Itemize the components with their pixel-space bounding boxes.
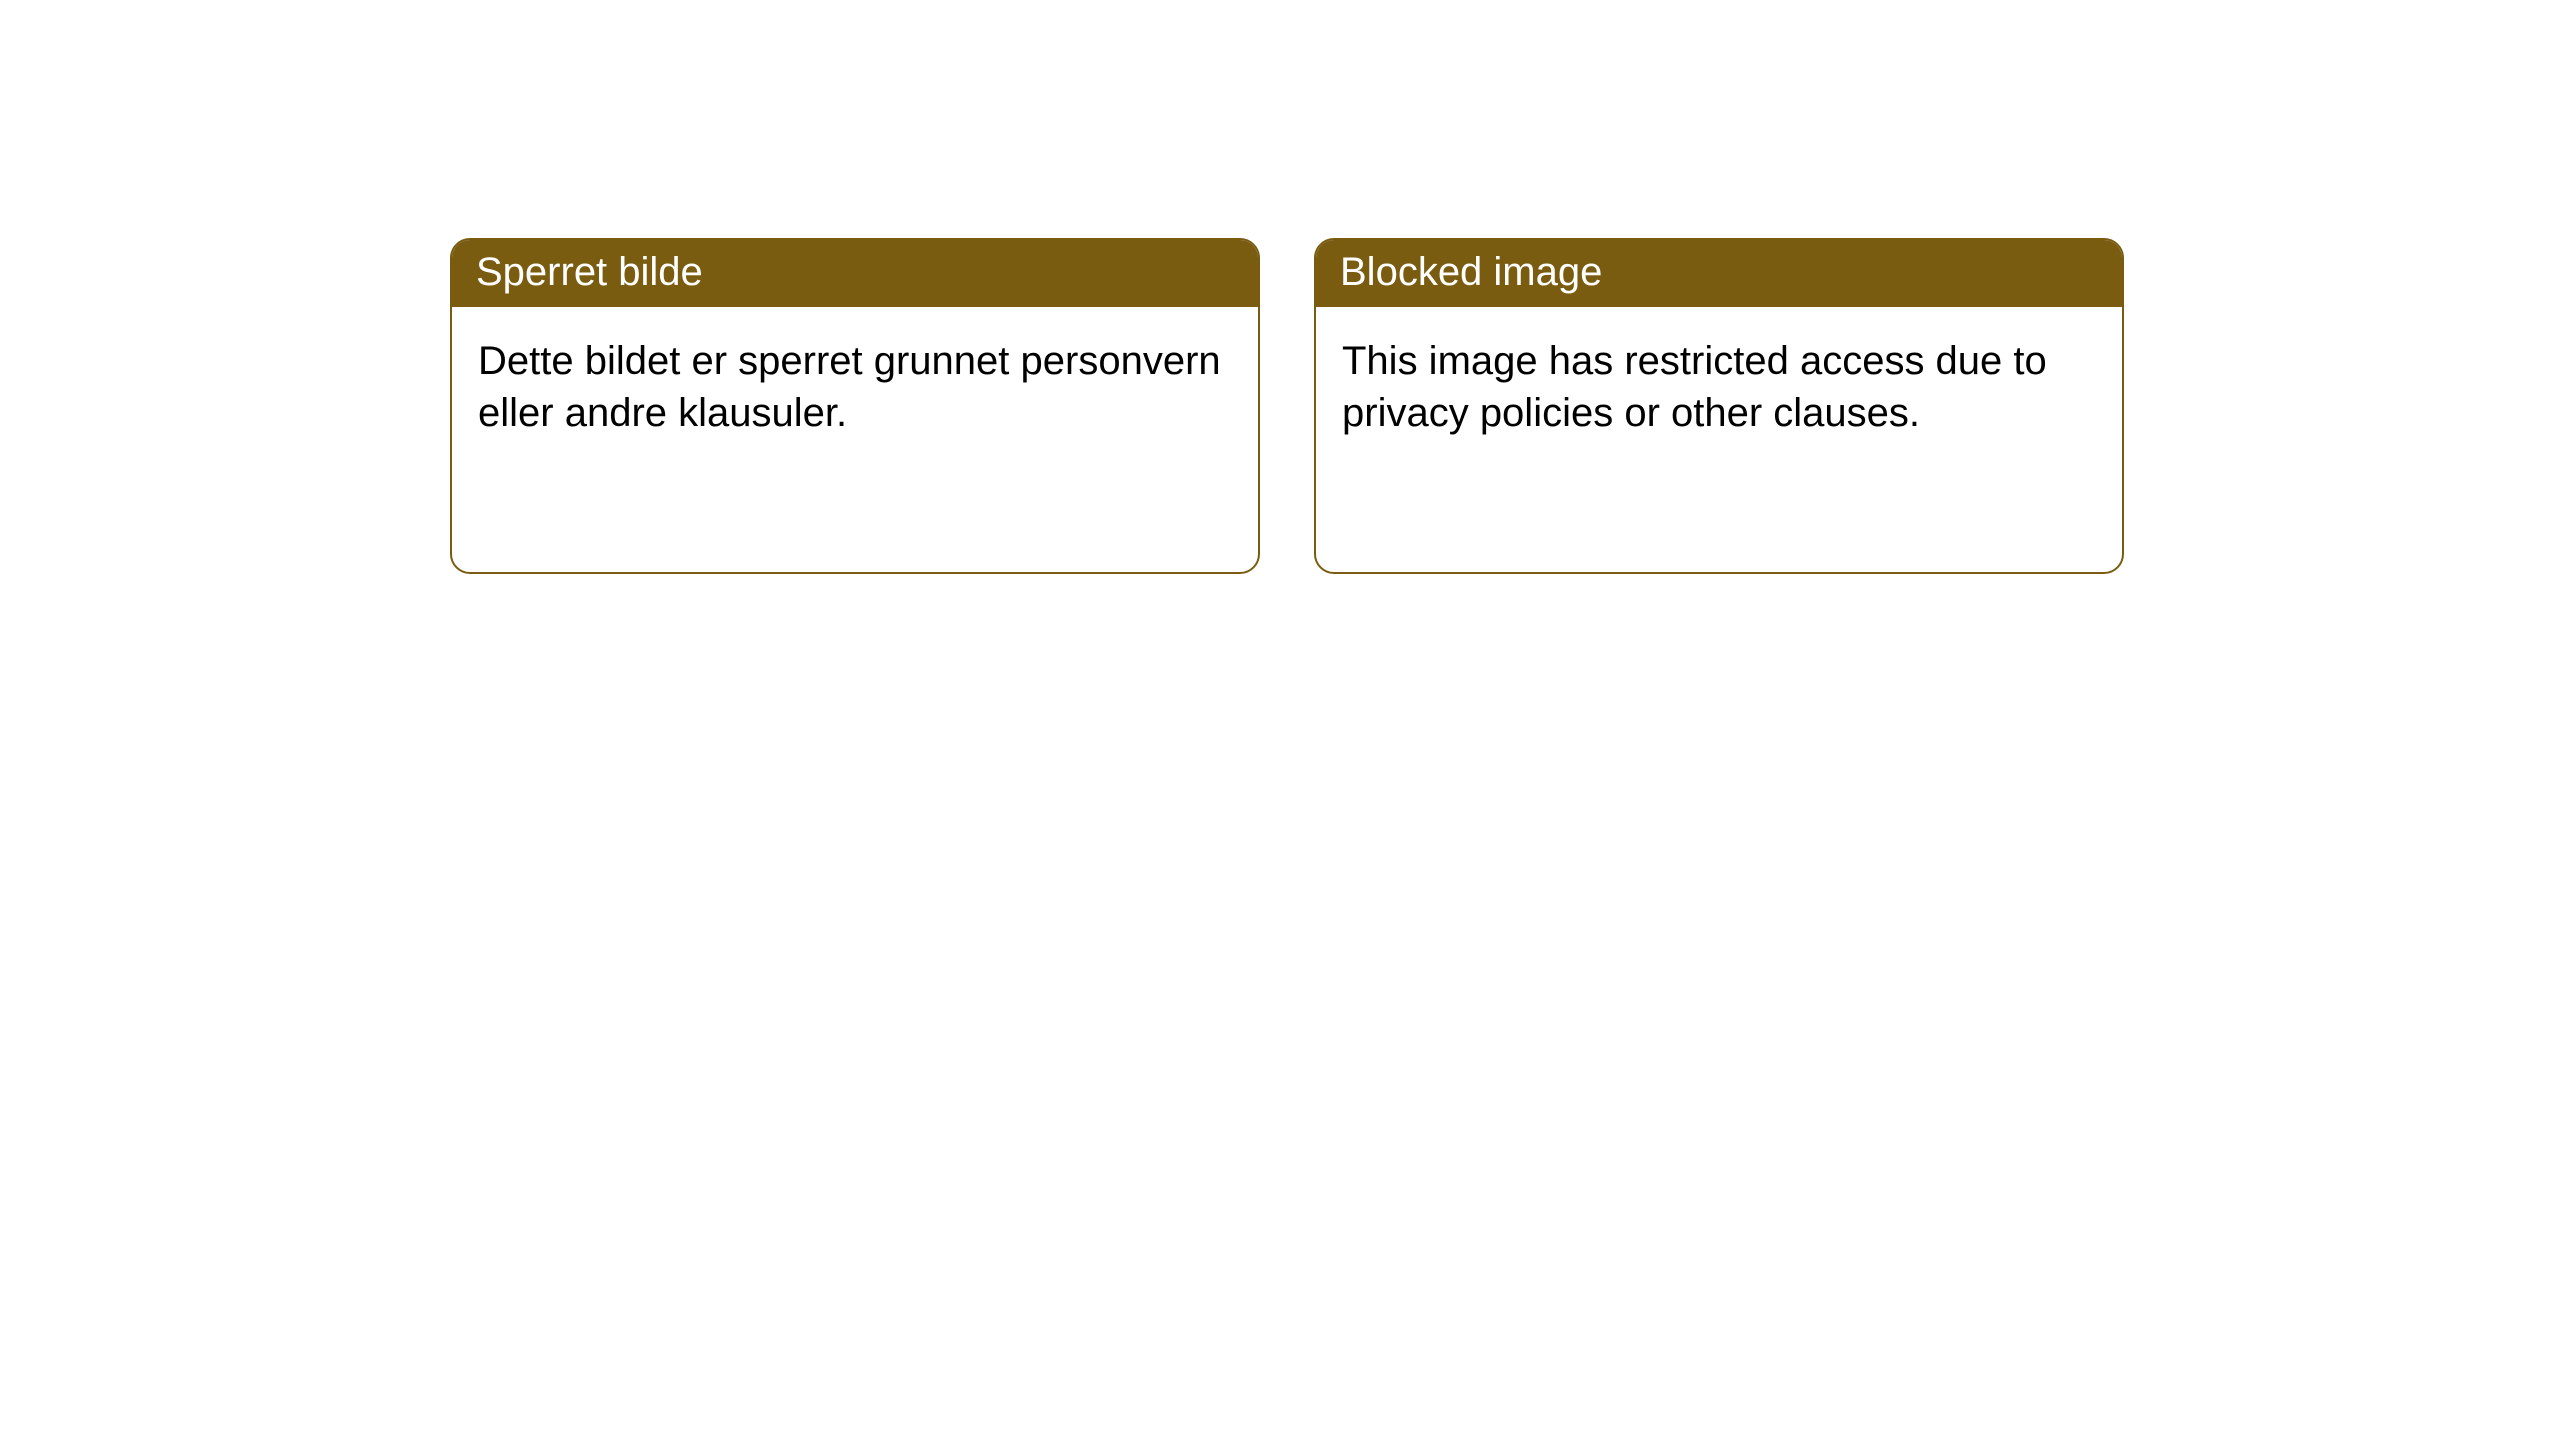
notice-header: Sperret bilde bbox=[452, 240, 1258, 307]
notice-card-english: Blocked image This image has restricted … bbox=[1314, 238, 2124, 574]
notice-container: Sperret bilde Dette bildet er sperret gr… bbox=[0, 0, 2560, 574]
notice-header: Blocked image bbox=[1316, 240, 2122, 307]
notice-card-norwegian: Sperret bilde Dette bildet er sperret gr… bbox=[450, 238, 1260, 574]
notice-body: Dette bildet er sperret grunnet personve… bbox=[452, 307, 1258, 467]
notice-body: This image has restricted access due to … bbox=[1316, 307, 2122, 467]
